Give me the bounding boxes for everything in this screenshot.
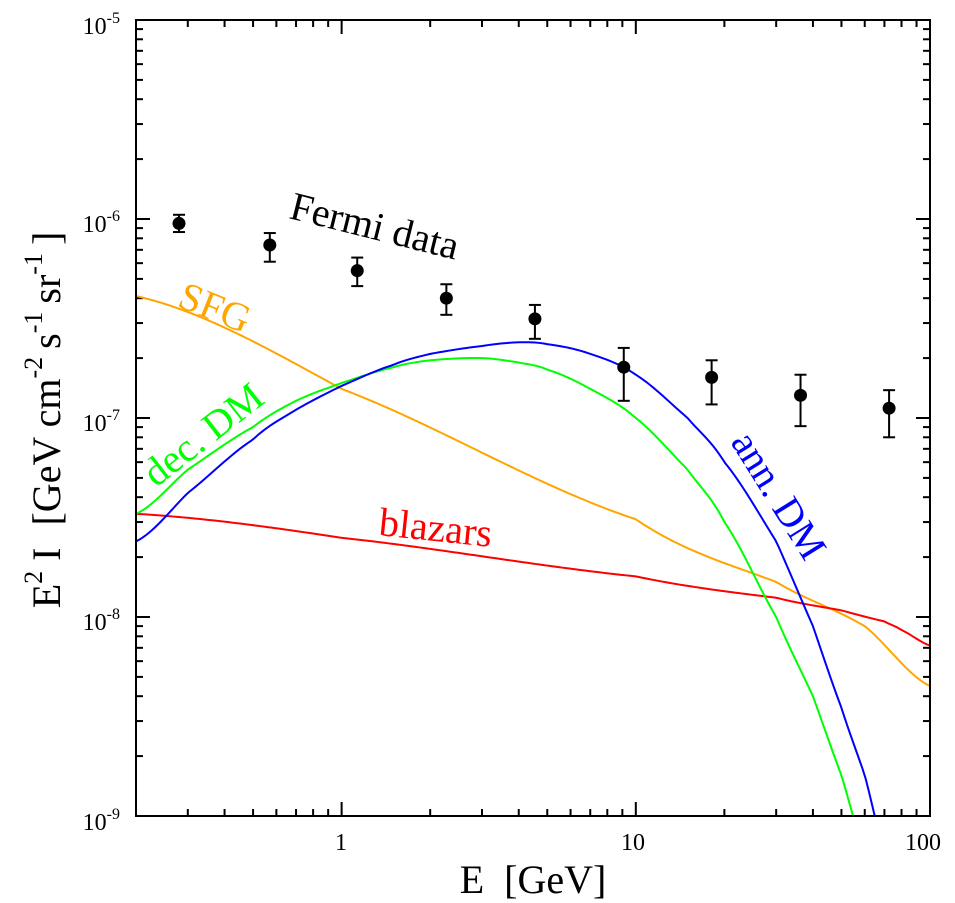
fermi-data-point [882,401,896,415]
sfg-curve [136,295,930,687]
y-axis-title: E2I[GeV cm-2s-1sr-1] [19,202,69,659]
y-tick-label-1e-9: 10-9 [83,806,120,836]
y-tick-labels: 10-9 10-8 10-7 10-6 10-5 [83,10,120,836]
x-tick-label-1: 1 [335,830,347,856]
x-axis-title: E [GeV] [460,857,607,902]
curves-layer [136,295,930,816]
x-tick-label-10: 10 [621,830,645,856]
y-tick-label-1e-7: 10-7 [83,407,120,437]
plot-frame [135,19,931,817]
fermi-data-point [617,360,631,374]
fermi-data-point [350,264,364,278]
fermi-data-point [705,370,719,384]
fermi-data-point [794,388,808,402]
fermi-data-point [172,216,186,230]
y-tick-label-1e-5: 10-5 [83,10,120,40]
y-tick-label-1e-6: 10-6 [83,208,120,238]
fermi-data-point [439,291,453,305]
x-tick-labels: 1 10 100 [335,830,941,856]
ticks-layer [135,19,931,817]
dec-dm-curve [136,357,855,816]
fermi-data-point [263,238,277,252]
blazars-curve [136,512,930,647]
x-tick-label-100: 100 [905,830,941,856]
y-tick-label-1e-8: 10-8 [83,606,120,636]
points-layer [172,213,896,439]
ann-dm-curve [136,341,876,816]
fermi-data-point [528,312,542,326]
